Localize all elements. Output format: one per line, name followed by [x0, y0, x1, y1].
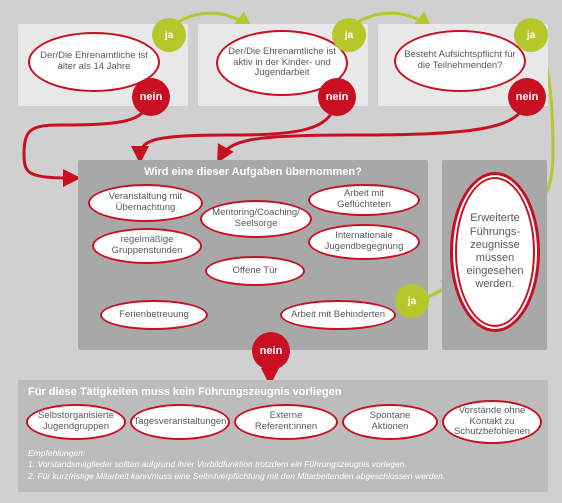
ja-pill-2: ja — [332, 18, 366, 52]
task-8: Arbeit mit Behinderten — [280, 300, 396, 330]
footnote-2: 2. Für kurzfristige Mitarbeit kann/muss … — [28, 471, 538, 482]
nocert-3: Externe Referent:innen — [234, 404, 338, 440]
footnote-1: 1. Vorstandsmitglieder sollten aufgrund … — [28, 459, 538, 470]
nein-pill-1: nein — [132, 78, 170, 116]
ja-pill-3: ja — [514, 18, 548, 52]
question-1-text: Der/Die Ehrenamtliche ist älter als 14 J… — [38, 51, 150, 73]
question-3: Besteht Aufsichtspflicht für die Teilneh… — [394, 30, 526, 92]
task-2: Mentoring/Coaching/ Seelsorge — [200, 200, 312, 238]
question-2-text: Der/Die Ehrenamtliche ist aktiv in der K… — [226, 47, 338, 80]
nocert-2: Tagesveranstaltungen — [130, 404, 230, 440]
ja-pill-tasks: ja — [395, 284, 429, 318]
task-5: Internationale Jugendbegegnung — [308, 224, 420, 260]
ja-pill-1: ja — [152, 18, 186, 52]
tasks-heading: Wird eine dieser Aufgaben übernommen? — [78, 166, 428, 178]
footnote-block: Empfehlungen: 1. Vorstandsmitglieder sol… — [28, 448, 538, 482]
task-4: regelmäßige Gruppenstunden — [92, 228, 202, 264]
footnote-heading: Empfehlungen: — [28, 448, 538, 459]
result-ellipse: Erweiterte Führungs- zeugnisse müssen ei… — [450, 172, 540, 332]
nein-pill-3: nein — [508, 78, 546, 116]
nocert-heading: Für diese Tätigkeiten muss kein Führungs… — [28, 386, 538, 398]
nocert-4: Spontane Aktionen — [342, 404, 438, 440]
nocert-5: Vorstände ohne Kontakt zu Schutzbefohlen… — [442, 400, 542, 444]
nein-pill-2: nein — [318, 78, 356, 116]
task-7: Ferienbetreuung — [100, 300, 208, 330]
task-3: Arbeit mit Geflüchteten — [308, 184, 420, 216]
result-text: Erweiterte Führungs- zeugnisse müssen ei… — [453, 212, 537, 291]
task-6: Offene Tür — [205, 256, 305, 286]
question-3-text: Besteht Aufsichtspflicht für die Teilneh… — [404, 50, 516, 72]
nocert-1: Selbstorganisierte Jugendgruppen — [26, 404, 126, 440]
nein-pill-tasks: nein — [252, 332, 290, 370]
task-1: Veranstaltung mit Übernachtung — [88, 184, 203, 222]
